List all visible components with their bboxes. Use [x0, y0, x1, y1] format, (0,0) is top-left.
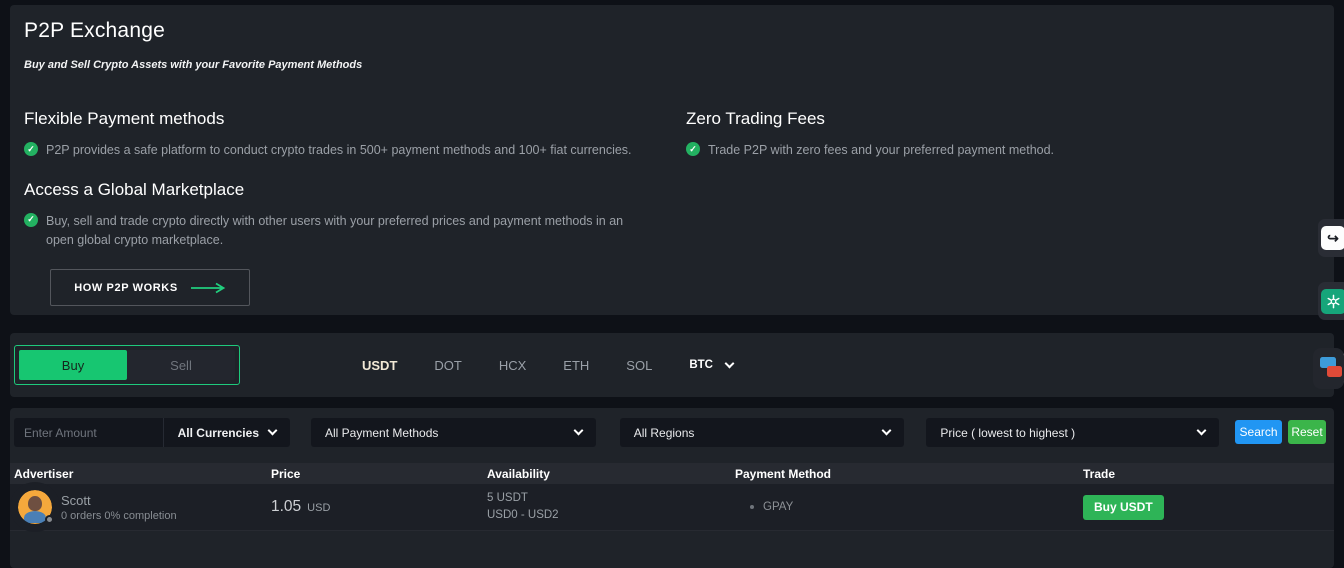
how-p2p-works-label: HOW P2P WORKS: [74, 281, 178, 294]
availability-amount: 5 USDT: [487, 491, 528, 504]
feature-heading-payments: Flexible Payment methods: [24, 109, 225, 128]
status-dot: [45, 515, 54, 524]
page-title: P2P Exchange: [24, 19, 165, 42]
assistant-widget: [1318, 282, 1344, 320]
price-cell: 1.05 USD: [271, 498, 487, 516]
chat-bubble-blue-icon: [1320, 357, 1336, 368]
gpt-assistant-icon[interactable]: [1321, 288, 1344, 314]
payment-method-select[interactable]: All Payment Methods: [311, 418, 596, 447]
buy-sell-toggle: Buy Sell: [14, 345, 240, 385]
bullet-icon: [750, 505, 754, 509]
share-icon[interactable]: ↪: [1321, 226, 1344, 250]
advertiser-name[interactable]: Scott: [61, 492, 91, 508]
table-header: Advertiser Price Availability Payment Me…: [10, 463, 1334, 484]
tab-eth[interactable]: ETH: [563, 357, 590, 373]
sell-toggle-button[interactable]: Sell: [127, 350, 235, 380]
chat-bubble-red-icon: [1327, 366, 1342, 377]
feature-fees: ✓ Trade P2P with zero fees and your pref…: [686, 141, 1298, 160]
buy-usdt-button[interactable]: Buy USDT: [1083, 494, 1164, 520]
avatar: [18, 490, 54, 524]
divider: [162, 418, 164, 447]
tab-sol[interactable]: SOL: [626, 357, 653, 373]
col-header-availability: Availability: [487, 466, 550, 481]
region-select-label: All Regions: [633, 425, 695, 440]
feature-text: Trade P2P with zero fees and your prefer…: [708, 143, 1055, 157]
arrow-right-icon: [190, 282, 226, 294]
check-icon: ✓: [24, 142, 38, 156]
feature-payments: ✓ P2P provides a safe platform to conduc…: [24, 141, 636, 160]
reset-button[interactable]: Reset: [1288, 420, 1326, 444]
coin-tabs: USDT DOT HCX ETH SOL BTC: [362, 333, 735, 397]
market-panel: All Currencies All Payment Methods All R…: [10, 408, 1334, 568]
tab-usdt[interactable]: USDT: [362, 357, 398, 373]
chevron-down-icon: [267, 425, 278, 436]
search-button[interactable]: Search: [1235, 420, 1283, 444]
sort-select[interactable]: Price ( lowest to highest ): [926, 418, 1220, 447]
advertiser-stats: 0 orders 0% completion: [61, 509, 177, 522]
chevron-down-icon: [1196, 425, 1207, 436]
hero-right-column: Zero Trading Fees ✓ Trade P2P with zero …: [686, 109, 1286, 306]
feature-text: Buy, sell and trade crypto directly with…: [46, 213, 624, 247]
chevron-down-icon: [881, 425, 892, 436]
table-row: Scott 0 orders 0% completion 1.05 USD 5 …: [10, 484, 1334, 531]
tab-hcx[interactable]: HCX: [498, 357, 527, 373]
hero-panel: P2P Exchange Buy and Sell Crypto Assets …: [10, 5, 1334, 315]
chevron-down-icon: [724, 358, 735, 368]
how-p2p-works-button[interactable]: HOW P2P WORKS: [50, 269, 250, 307]
payment-method-cell: GPAY: [735, 501, 1083, 513]
price-value: 1.05: [271, 498, 302, 515]
payment-method-value: GPAY: [763, 501, 794, 513]
trade-cell: Buy USDT: [1083, 494, 1334, 520]
availability-limit: USD0 - USD2: [487, 509, 559, 521]
amount-input[interactable]: [14, 425, 163, 440]
check-icon: ✓: [24, 212, 38, 227]
tab-btc-label: BTC: [689, 359, 713, 371]
filter-bar: All Currencies All Payment Methods All R…: [14, 418, 1326, 447]
trade-bar-panel: Buy Sell USDT DOT HCX ETH SOL BTC: [10, 333, 1334, 397]
translate-widget[interactable]: [1313, 348, 1344, 389]
payment-select-label: All Payment Methods: [325, 425, 439, 440]
price-currency: USD: [307, 502, 331, 514]
currency-select-label: All Currencies: [177, 425, 259, 440]
tab-btc-dropdown[interactable]: BTC: [689, 358, 735, 371]
check-icon: ✓: [686, 142, 700, 156]
share-widget: ↪: [1318, 219, 1344, 257]
col-header-payment-method: Payment Method: [735, 466, 832, 481]
tab-dot[interactable]: DOT: [434, 357, 462, 373]
region-select[interactable]: All Regions: [619, 418, 905, 447]
feature-text: P2P provides a safe platform to conduct …: [46, 143, 632, 157]
sort-select-label: Price ( lowest to highest ): [940, 425, 1076, 440]
advertiser-cell: Scott 0 orders 0% completion: [14, 490, 271, 524]
feature-heading-marketplace: Access a Global Marketplace: [24, 179, 245, 199]
availability-cell: 5 USDT USD0 - USD2: [487, 490, 735, 525]
feature-marketplace: ✓ Buy, sell and trade crypto directly wi…: [24, 212, 636, 250]
chevron-down-icon: [573, 425, 584, 436]
amount-currency-group: All Currencies: [14, 418, 290, 447]
feature-heading-fees: Zero Trading Fees: [686, 109, 825, 128]
page-subtitle: Buy and Sell Crypto Assets with your Fav…: [24, 59, 363, 71]
col-header-price: Price: [271, 466, 301, 481]
currency-select[interactable]: All Currencies: [164, 426, 290, 440]
col-header-trade: Trade: [1083, 466, 1116, 481]
buy-toggle-button[interactable]: Buy: [19, 350, 127, 380]
hero-left-column: Flexible Payment methods ✓ P2P provides …: [24, 109, 674, 307]
hero-columns: Flexible Payment methods ✓ P2P provides …: [24, 109, 1320, 307]
col-header-advertiser: Advertiser: [14, 466, 74, 481]
